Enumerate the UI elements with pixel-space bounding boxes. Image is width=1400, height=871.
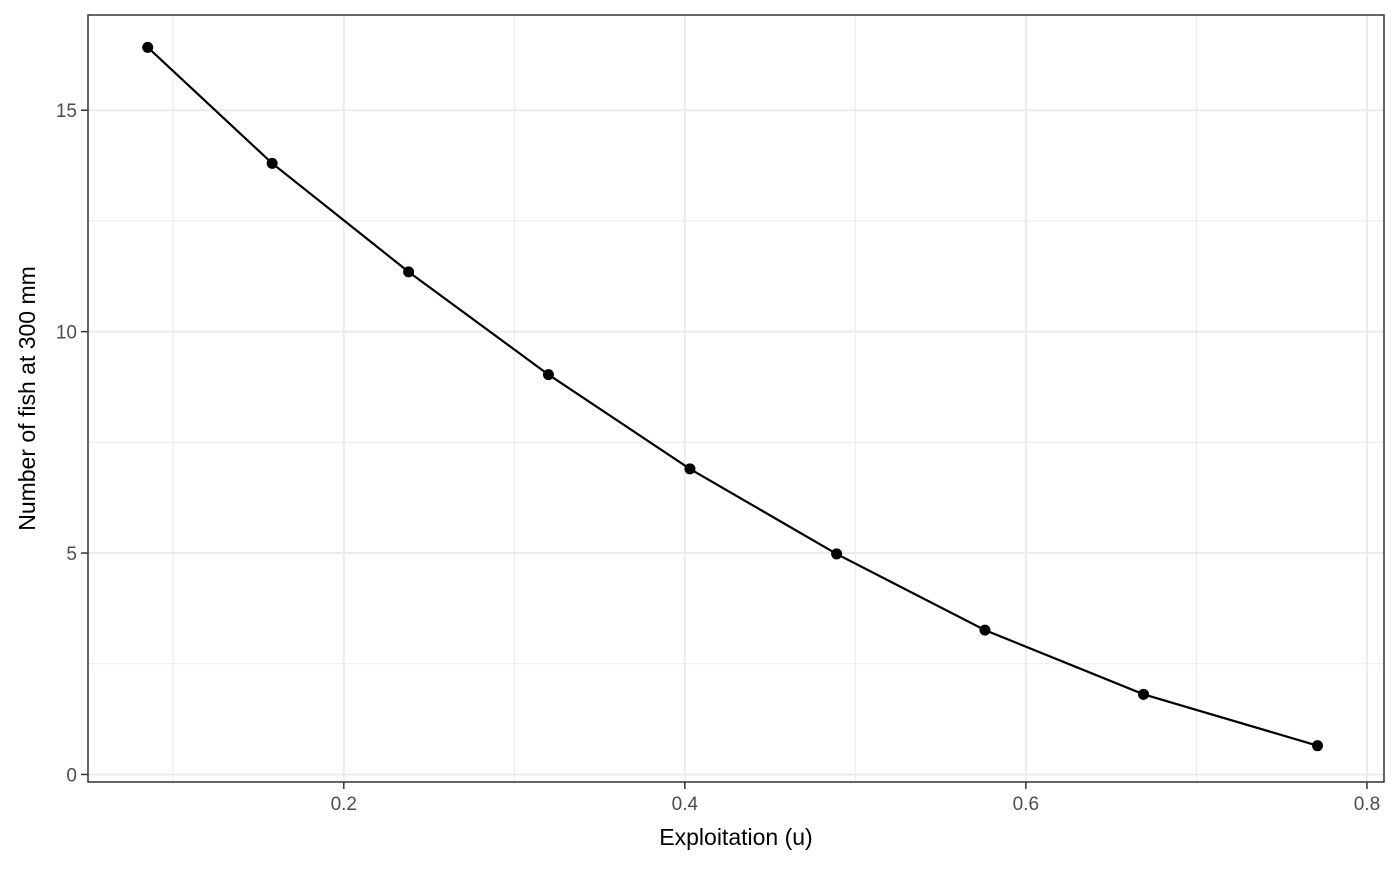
y-tick-label: 10 xyxy=(56,323,77,344)
x-tick-label: 0.2 xyxy=(331,794,357,815)
x-tick-label: 0.6 xyxy=(1013,794,1039,815)
x-axis: 0.2 0.4 0.6 0.8 xyxy=(331,782,1380,815)
y-tick-label: 15 xyxy=(56,101,77,122)
panel-border xyxy=(87,14,1385,783)
data-point xyxy=(403,266,415,278)
data-point xyxy=(979,624,991,636)
series-layer xyxy=(142,41,1323,752)
data-point xyxy=(266,157,278,169)
data-point xyxy=(1138,688,1150,700)
x-tick-label: 0.4 xyxy=(672,794,699,815)
data-point xyxy=(831,548,843,560)
x-axis-title: Exploitation (u) xyxy=(659,824,812,850)
panel-background xyxy=(88,15,1384,782)
data-point xyxy=(142,41,154,53)
y-axis-title: Number of fish at 300 mm xyxy=(14,266,40,531)
y-axis: 0 5 10 15 xyxy=(56,101,88,786)
minor-gridlines xyxy=(88,15,1384,782)
data-point xyxy=(542,369,554,381)
data-point xyxy=(684,463,696,475)
x-tick-label: 0.8 xyxy=(1354,794,1380,815)
major-gridlines xyxy=(88,15,1384,782)
y-tick-label: 5 xyxy=(66,544,77,565)
data-point xyxy=(1311,740,1323,752)
y-tick-label: 0 xyxy=(66,765,77,786)
